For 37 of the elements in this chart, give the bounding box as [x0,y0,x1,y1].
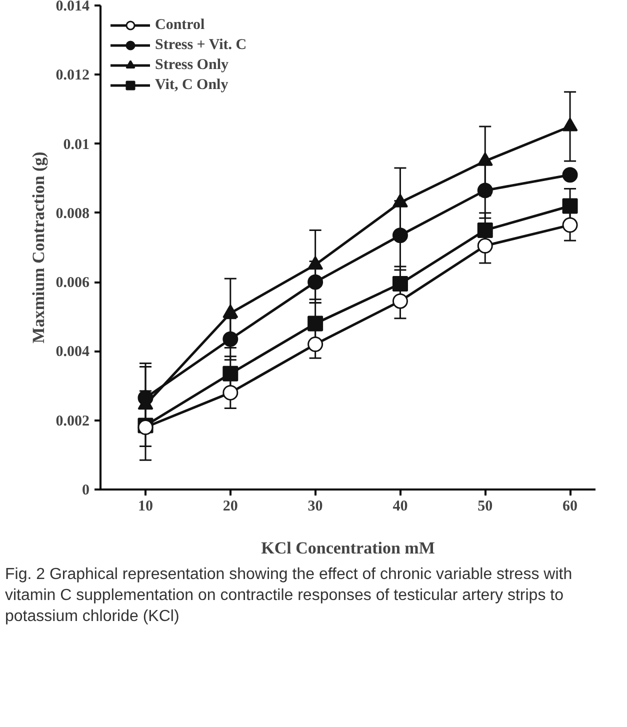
point [392,276,408,292]
point [477,222,493,238]
x-axis-title: KCl Concentration mM [261,538,435,558]
caption: Fig. 2 Graphical representation showing the effect of chronic variable stress with vitamin C supplementation on contractile responses of testicular artery strips to potassium chloride (KCl) [5,565,574,627]
y-tick-label: 0.002 [56,413,90,430]
point [222,366,238,382]
x-tick-label: 30 [308,498,323,514]
x-tick-label: 10 [138,498,153,514]
point [222,384,238,400]
y-axis-title: Maxmium Contraction (g) [28,152,48,344]
point [392,293,408,309]
point [477,182,493,198]
point [392,228,408,244]
point [477,238,493,254]
y-tick-label: 0.014 [56,0,90,14]
x-tick-label: 60 [562,498,578,514]
point [138,390,154,406]
y-tick-label: 0 [82,482,90,498]
y-tick-label: 0.012 [56,68,90,84]
x-tick-label: 40 [392,498,408,514]
point [562,198,578,214]
y-tick-label: 0.004 [56,344,90,360]
point [222,331,238,347]
y-tick-label: 0.006 [56,275,90,292]
point [308,316,324,332]
point [562,167,578,183]
y-tick-label: 0.008 [56,206,90,222]
point [308,336,324,352]
point [308,274,324,290]
point [562,217,578,233]
legend-label: Stress + Vit. C [155,36,247,54]
legend-label: Control [155,16,205,34]
x-tick-label: 50 [478,498,493,514]
x-tick-label: 20 [222,498,238,514]
legend-label: Stress Only [155,56,228,74]
legend-label: Vit, C Only [155,76,228,94]
y-tick-label: 0.01 [63,136,90,153]
